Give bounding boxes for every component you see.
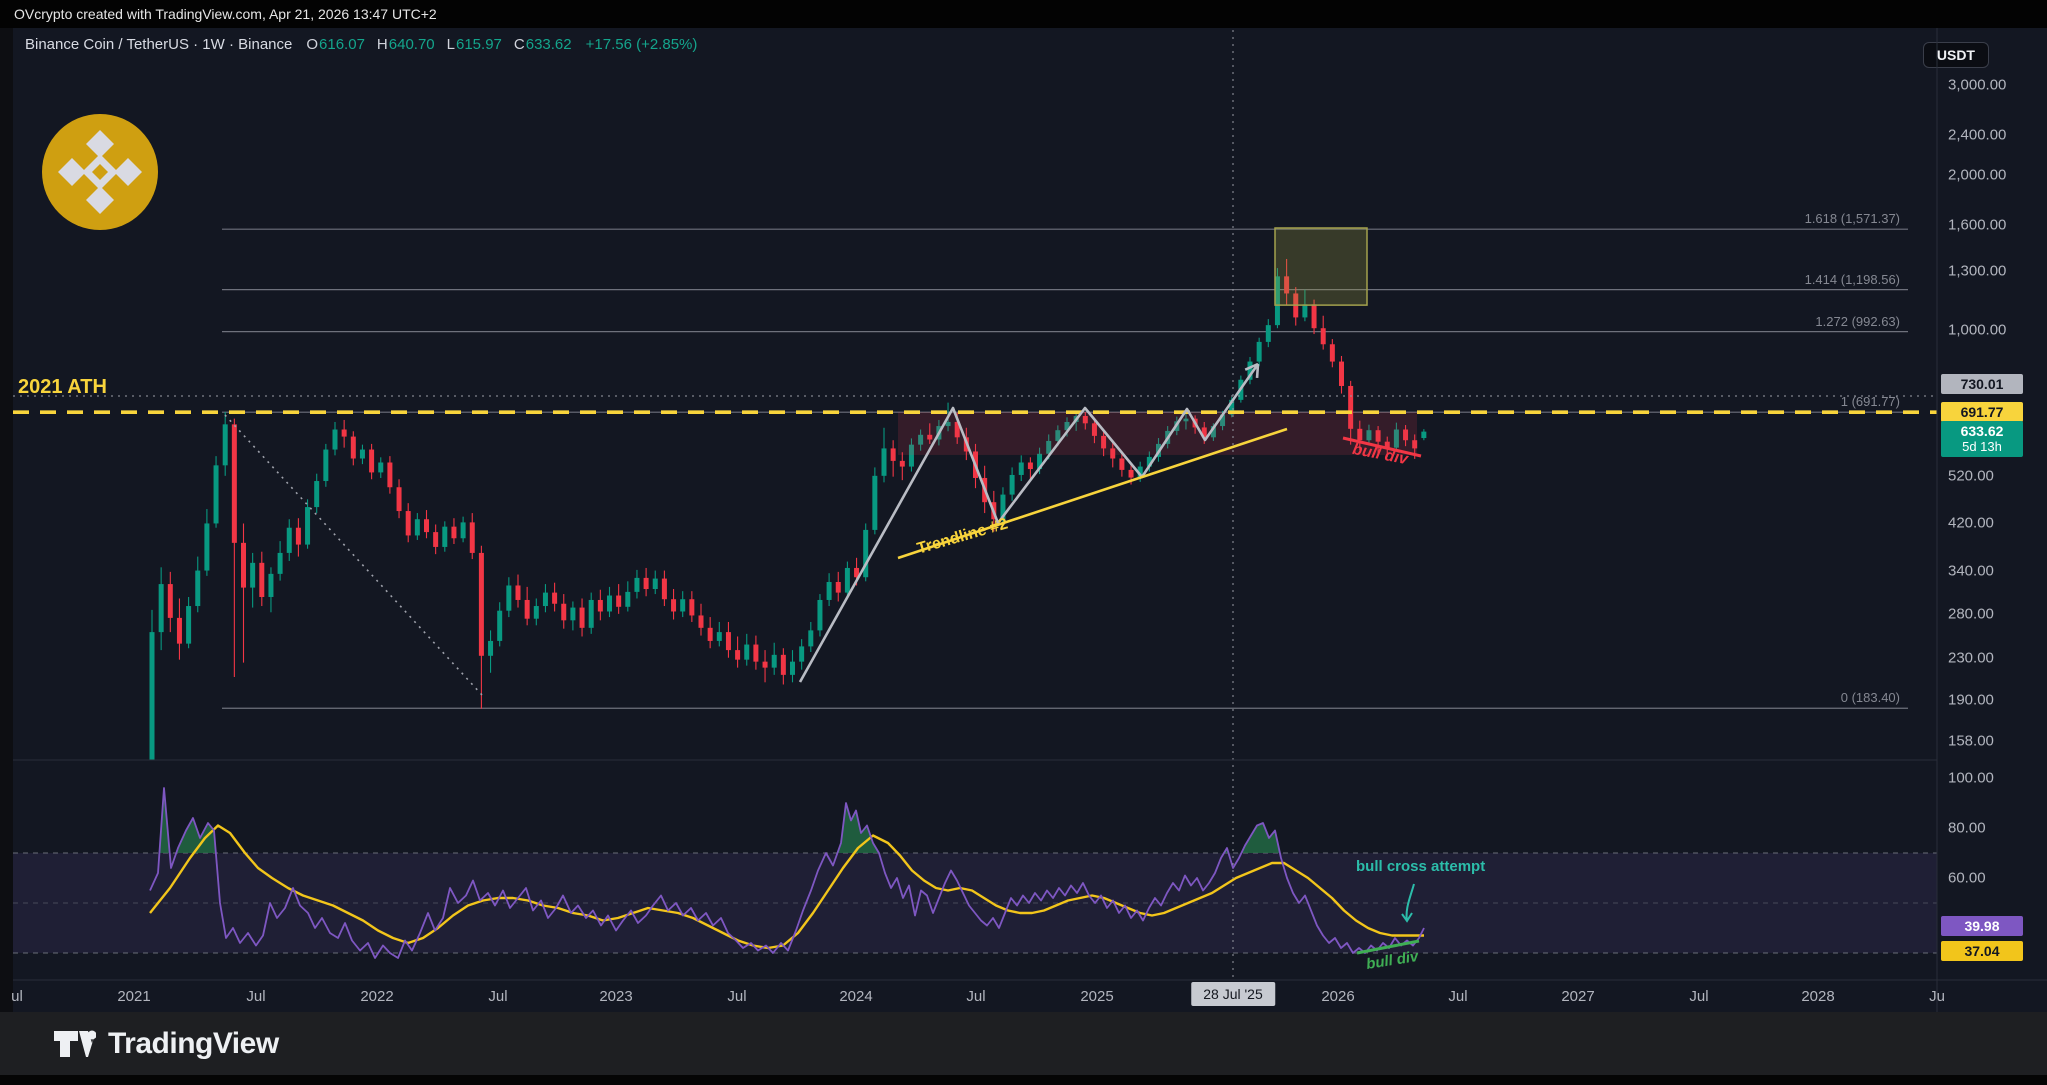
ohlc-pair: H 640.70	[376, 35, 435, 53]
ohlc-pair: L 615.97	[446, 35, 502, 53]
tradingview-logo[interactable]: TradingView	[52, 1026, 279, 1062]
price-axis-tick: 420.00	[1948, 514, 1994, 532]
fib-level-label: 1.414 (1,198.56)	[1804, 271, 1900, 287]
price-badge: 633.62 5d 13h	[1941, 420, 2023, 457]
price-axis-tick: 520.00	[1948, 467, 1994, 485]
price-axis-tick: 2,400.00	[1948, 126, 2007, 144]
attribution-bar: OVcrypto created with TradingView.com, A…	[0, 0, 2047, 28]
ath-annotation-label[interactable]: 2021 ATH	[18, 376, 107, 398]
fib-level-label: 0 (183.40)	[1840, 690, 1900, 706]
time-axis-tick: Jul	[1689, 988, 1709, 1005]
price-axis-tick: 340.00	[1948, 562, 1994, 580]
ohlc-pair: C 633.62	[513, 35, 572, 53]
ohlc-values: O 616.07 H 640.70 L 615.97 C 633.62	[306, 36, 571, 53]
price-axis-tick: 158.00	[1948, 732, 1994, 750]
crosshair-date-badge: 28 Jul '25	[1191, 982, 1275, 1006]
price-axis-tick: 280.00	[1948, 605, 1994, 623]
price-badge: 37.04	[1941, 941, 2023, 962]
time-axis-tick: 2021	[117, 988, 151, 1005]
time-axis-tick: Ju	[1929, 988, 1945, 1005]
currency-toggle-button[interactable]: USDT	[1922, 42, 1989, 68]
rsi-axis-tick: 100.00	[1948, 769, 1994, 787]
time-axis-tick: Jul	[1448, 988, 1468, 1005]
time-axis-tick: Jul	[727, 988, 747, 1005]
rsi-axis-tick: 60.00	[1948, 869, 1986, 887]
price-axis-tick: 190.00	[1948, 691, 1994, 709]
time-axis-tick: Jul	[246, 988, 266, 1005]
chart-left-edge	[0, 28, 13, 1012]
time-axis-tick: 2026	[1321, 988, 1355, 1005]
price-axis-tick: 3,000.00	[1948, 76, 2007, 94]
price-axis-tick: 230.00	[1948, 649, 1994, 667]
chart-legend[interactable]: Binance Coin / TetherUS · 1W · Binance O…	[13, 28, 1937, 60]
fib-level-label: 1.272 (992.63)	[1815, 313, 1900, 329]
price-axis-tick: 1,600.00	[1948, 216, 2007, 234]
bnb-coin-logo-icon	[42, 114, 158, 230]
time-axis-tick: ul	[11, 988, 23, 1005]
tradingview-logo-text: TradingView	[108, 1026, 279, 1060]
time-axis-tick: 2027	[1561, 988, 1595, 1005]
rsi-axis-tick: 80.00	[1948, 819, 1986, 837]
price-axis-tick: 1,000.00	[1948, 321, 2007, 339]
time-axis-tick: 2023	[599, 988, 633, 1005]
fib-level-label: 1.618 (1,571.37)	[1804, 211, 1900, 227]
price-badge: 730.01	[1941, 374, 2023, 395]
time-axis-tick: Jul	[488, 988, 508, 1005]
change-value: +17.56 (+2.85%)	[585, 35, 698, 53]
time-axis-tick: 2022	[360, 988, 394, 1005]
price-badge: 691.77	[1941, 402, 2023, 423]
footer-bar: TradingView	[0, 1012, 2047, 1075]
attribution-text: OVcrypto created with TradingView.com, A…	[14, 6, 437, 22]
price-badge: 39.98	[1941, 916, 2023, 937]
time-axis-tick: Jul	[966, 988, 986, 1005]
time-axis-tick: 2025	[1080, 988, 1114, 1005]
ohlc-pair: O 616.07	[306, 35, 365, 53]
time-axis-tick: 2024	[839, 988, 873, 1005]
price-axis-tick: 1,300.00	[1948, 262, 2007, 280]
symbol-title[interactable]: Binance Coin / TetherUS · 1W · Binance	[25, 35, 293, 53]
rsi-bull-cross-label[interactable]: bull cross attempt	[1356, 858, 1486, 875]
bottom-strip	[0, 1075, 2047, 1085]
fib-level-label: 1 (691.77)	[1840, 394, 1900, 410]
time-axis-tick: 2028	[1801, 988, 1835, 1005]
price-axis-tick: 2,000.00	[1948, 166, 2007, 184]
tradingview-logo-icon	[54, 1030, 96, 1057]
